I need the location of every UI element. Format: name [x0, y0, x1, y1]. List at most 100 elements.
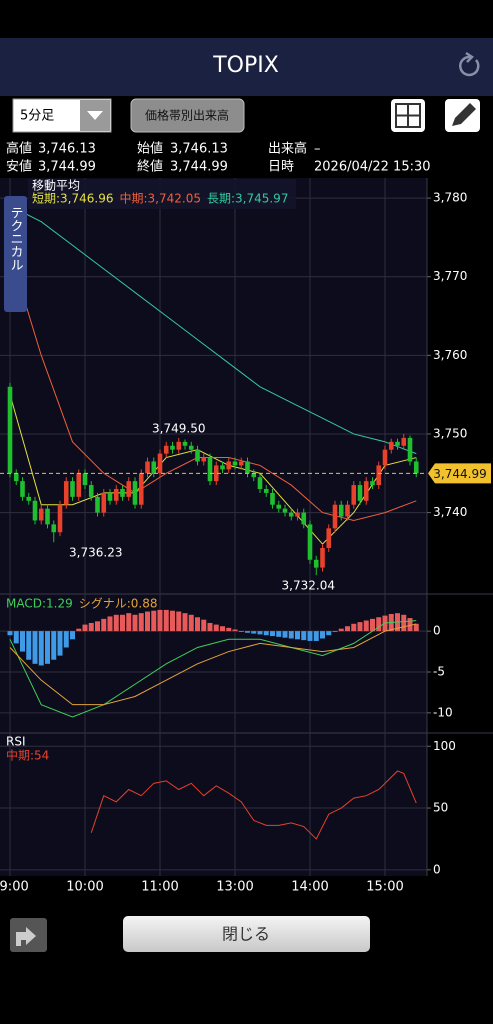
back-button[interactable]: [10, 918, 47, 952]
histogram-bar: [63, 631, 69, 648]
candle-body: [395, 441, 400, 446]
histogram-bar: [307, 631, 313, 641]
last-price-label: 3,744.99: [433, 467, 486, 481]
histogram-bar: [213, 624, 219, 632]
candle-body: [26, 496, 32, 501]
histogram-bar: [76, 628, 82, 632]
candle-body: [76, 473, 82, 497]
histogram-bar: [151, 610, 157, 632]
draw-button[interactable]: [445, 99, 480, 132]
candle-body: [326, 528, 332, 548]
info-value: –: [314, 142, 321, 157]
candle-body: [338, 504, 344, 517]
candle-body: [151, 461, 157, 474]
candle-body: [263, 489, 269, 493]
candle-body: [170, 445, 175, 450]
histogram-bar: [276, 631, 282, 637]
volume-button[interactable]: 価格帯別出来高: [130, 98, 245, 133]
low-label: 3,732.04: [282, 579, 335, 593]
y-tick-label: 3,770: [433, 269, 467, 283]
refresh-button[interactable]: [459, 51, 480, 77]
candle-body: [113, 489, 119, 501]
legend-entry: 中期:54: [6, 748, 49, 763]
histogram-bar: [157, 609, 163, 632]
series-line: [9, 252, 417, 521]
legend-entry: シグナル:0.88: [79, 597, 158, 611]
candle-body: [176, 441, 182, 450]
series-line: [9, 205, 417, 455]
candle-body: [301, 512, 307, 525]
histogram-bar: [182, 613, 188, 632]
candle-body: [45, 508, 50, 525]
candle-body: [282, 508, 288, 513]
candle-body: [238, 461, 244, 466]
histogram-bar: [176, 611, 182, 632]
candle-body: [413, 461, 419, 474]
x-tick-label: 14:00: [291, 880, 328, 895]
y-tick-label: 50: [433, 801, 448, 815]
histogram-bar: [138, 613, 144, 632]
y-tick-label: 0: [433, 624, 441, 638]
technical-tab[interactable]: テクニカル: [4, 196, 27, 312]
close-button[interactable]: 閉じる: [123, 916, 370, 952]
series-line: [9, 620, 417, 718]
histogram-bar: [7, 631, 13, 636]
refresh-arrow: [465, 51, 474, 63]
candle-body: [313, 559, 319, 568]
volume-button-label: 価格帯別出来高: [145, 108, 229, 123]
y-tick-label: 3,760: [433, 348, 467, 362]
histogram-bar: [345, 626, 350, 632]
histogram-bar: [338, 628, 344, 632]
candle-body: [401, 437, 407, 446]
histogram-bar: [301, 631, 307, 641]
candle-body: [101, 492, 107, 513]
histogram-bar: [201, 619, 207, 632]
layout-button[interactable]: [391, 99, 425, 132]
candle-body: [320, 547, 325, 568]
candle-body: [107, 492, 113, 501]
histogram-bar: [170, 610, 175, 632]
candle-body: [251, 473, 257, 478]
candle-body: [70, 481, 75, 497]
info-label: 安値: [6, 159, 32, 175]
histogram-bar: [88, 622, 94, 632]
histogram-bar: [332, 631, 338, 632]
legend-entry: MACD:1.29: [6, 597, 73, 611]
interval-dropdown[interactable]: 5分足: [12, 98, 112, 133]
grid-icon: [395, 103, 421, 128]
histogram-bar: [232, 629, 238, 632]
histogram-bar: [26, 631, 32, 660]
candle-body: [276, 504, 282, 509]
histogram-bar: [357, 622, 363, 632]
x-tick-label: 15:00: [366, 880, 403, 895]
header-bar: [0, 38, 493, 96]
candle-body: [213, 465, 219, 482]
x-tick-label: 13:00: [216, 880, 253, 895]
candle-body: [232, 461, 238, 466]
candle-body: [38, 508, 44, 521]
y-tick-label: 0: [433, 862, 441, 876]
candle-body: [388, 441, 394, 450]
back-icon: [16, 927, 36, 946]
candle-body: [376, 465, 382, 486]
candle-body: [32, 500, 38, 521]
info-value: 2026/04/22 15:30: [314, 160, 431, 175]
histogram-bar: [257, 631, 263, 635]
histogram-bar: [45, 631, 50, 664]
info-label: 終値: [137, 159, 163, 175]
pencil-icon: [452, 103, 476, 126]
y-tick-label: 3,750: [433, 426, 467, 440]
histogram-bar: [107, 616, 113, 632]
info-label: 始値: [137, 141, 163, 157]
legend-entry: 長期:3,745.97: [207, 192, 288, 206]
candle-body: [332, 504, 338, 529]
candle-body: [126, 481, 132, 497]
plot: 09:00 10:00 11:00 13:00 14:00 15:00 3,740 3,750…: [0, 178, 491, 895]
histogram-bar: [320, 631, 325, 639]
histogram-bar: [370, 618, 375, 632]
legend-bg: [28, 179, 296, 209]
histogram-bar: [13, 631, 19, 644]
candle-body: [363, 481, 369, 501]
candle-body: [163, 445, 169, 454]
